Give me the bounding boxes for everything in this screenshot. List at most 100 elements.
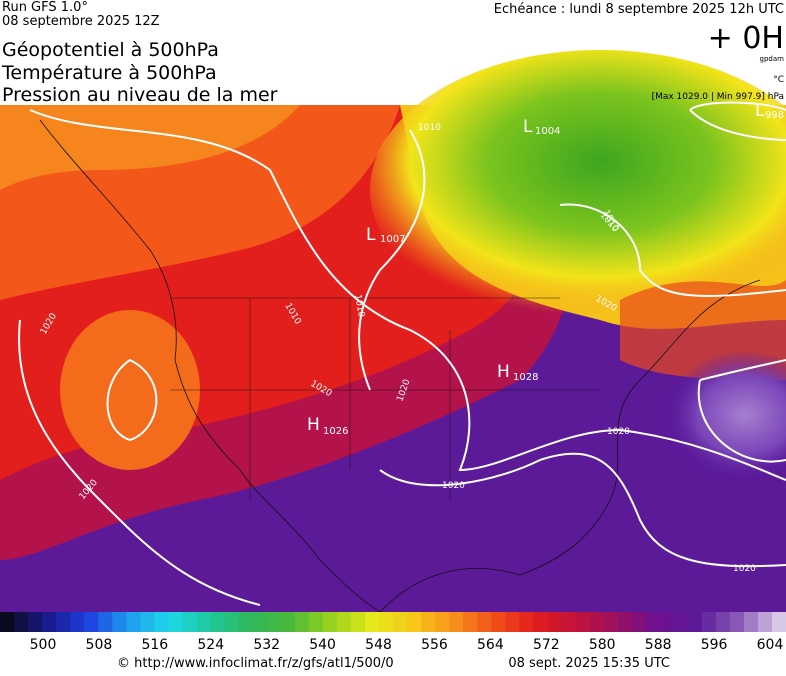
colorbar-swatch [336,612,352,632]
colorbar-swatch [252,612,268,632]
colorbar-swatch [435,612,450,632]
colorbar-swatch [771,612,786,632]
title: Géopotentiel à 500hPa [2,39,219,61]
isobar-label: 1010 [418,123,441,133]
orange-blob [60,310,200,470]
isobar-label: 1020 [733,564,756,574]
isobar [18,319,261,606]
low-value: 1004 [535,126,560,137]
low-letter: L [366,225,376,245]
colorbar-swatch [631,612,647,632]
colorbar-label: 604 [757,637,784,653]
colorbar-label: 500 [30,637,57,653]
isobar [29,109,786,481]
colorbar-swatch [589,612,605,632]
isobar-label: 1010 [352,294,366,319]
orange-light-zone [0,105,300,190]
low-letter: L [523,117,533,137]
colorbar-swatch [14,612,29,632]
colorbar-swatch [196,612,212,632]
run-label: Run GFS 1.0° [2,0,88,15]
colorbar-swatch [715,612,731,632]
colorbar-label: 572 [533,637,560,653]
colorbar-swatch [280,612,296,632]
coastline [39,119,381,613]
colorbar-swatch [210,612,226,632]
colorbar: 500 508 516 524 532 540 548 556 564 572 580 588 596 6… [0,612,786,653]
colorbar-swatch [575,612,590,632]
colorbar-swatch [378,612,394,632]
echeance: Echéance : lundi 8 septembre 2025 12h UT… [494,2,784,17]
pressure-extremes: [Max 1029.0 | Min 997.9] hPa [652,92,784,102]
colorbar-swatch [547,612,562,632]
colorbar-label: 596 [701,637,728,653]
colorbar-label: 508 [86,637,113,653]
isobar [379,452,786,568]
colorbar-swatch [28,612,43,632]
colorbar-label: 588 [645,637,672,653]
source-url: © http://www.infoclimat.fr/z/gfs/atl1/50… [117,656,394,671]
colorbar-swatch [701,612,717,632]
unit-geopotential: gpdam [760,55,785,63]
colorbar-swatch [42,612,57,632]
colorbar-swatch [238,612,254,632]
colorbar-swatch [98,612,113,632]
colorbar-swatch [603,612,619,632]
high-value: 1026 [323,426,348,437]
colorbar-swatch [491,612,506,632]
colorbar-swatch [56,612,71,632]
colorbar-swatch [294,612,310,632]
colorbar-swatch [70,612,85,632]
colorbar-swatch [463,612,478,632]
header: Run GFS 1.0° 08 septembre 2025 12Z Echéa… [1,0,784,106]
colorbar-swatch [308,612,324,632]
title: Pression au niveau de la mer [2,84,278,106]
colorbar-swatch [617,612,633,632]
colorbar-label: 532 [253,637,280,653]
colorbar-swatch [140,612,155,632]
colorbar-label: 580 [589,637,616,653]
isobar [689,101,786,141]
colorbar-swatch [533,612,548,632]
low-letter: L [755,101,765,121]
coastline [379,279,761,613]
green-zone [370,50,786,330]
forecast-hour: + 0H [708,21,784,56]
isobar-label: 1020 [442,481,465,491]
colorbar-swatch [407,612,422,632]
colorbar-swatch [322,612,338,632]
low-value: 1007 [380,234,405,245]
lavender-blob [665,350,786,480]
isobar [358,129,786,391]
high-letter: H [497,362,510,382]
unit-temperature: °C [773,75,784,85]
colorbar-swatch [505,612,520,632]
colorbar-swatch [224,612,240,632]
colorbar-swatch [449,612,464,632]
colorbar-swatch [477,612,492,632]
colorbar-swatch [729,612,745,632]
colorbar-swatch [393,612,408,632]
colorbar-swatch [645,612,661,632]
colorbar-swatch [126,612,141,632]
colorbar-swatch [743,612,759,632]
map: L 1004 L 1007 H 1028 H 1026 L 998 1010 1… [0,50,786,613]
colorbar-label: 548 [365,637,392,653]
colorbar-swatch [659,612,675,632]
low-value: 998 [765,110,784,121]
isobar-label: 1020 [607,427,630,437]
colorbar-swatch [112,612,127,632]
colorbar-swatch [168,612,183,632]
high-value: 1028 [513,372,538,383]
colorbar-swatch [757,612,773,632]
colorbar-swatch [364,612,380,632]
title: Température à 500hPa [1,62,217,84]
colorbar-swatch [84,612,99,632]
colorbar-swatch [266,612,282,632]
colorbar-label: 516 [141,637,168,653]
isobar [697,359,786,463]
colorbar-swatch [673,612,689,632]
high-letter: H [307,415,320,435]
colorbar-label: 556 [421,637,448,653]
